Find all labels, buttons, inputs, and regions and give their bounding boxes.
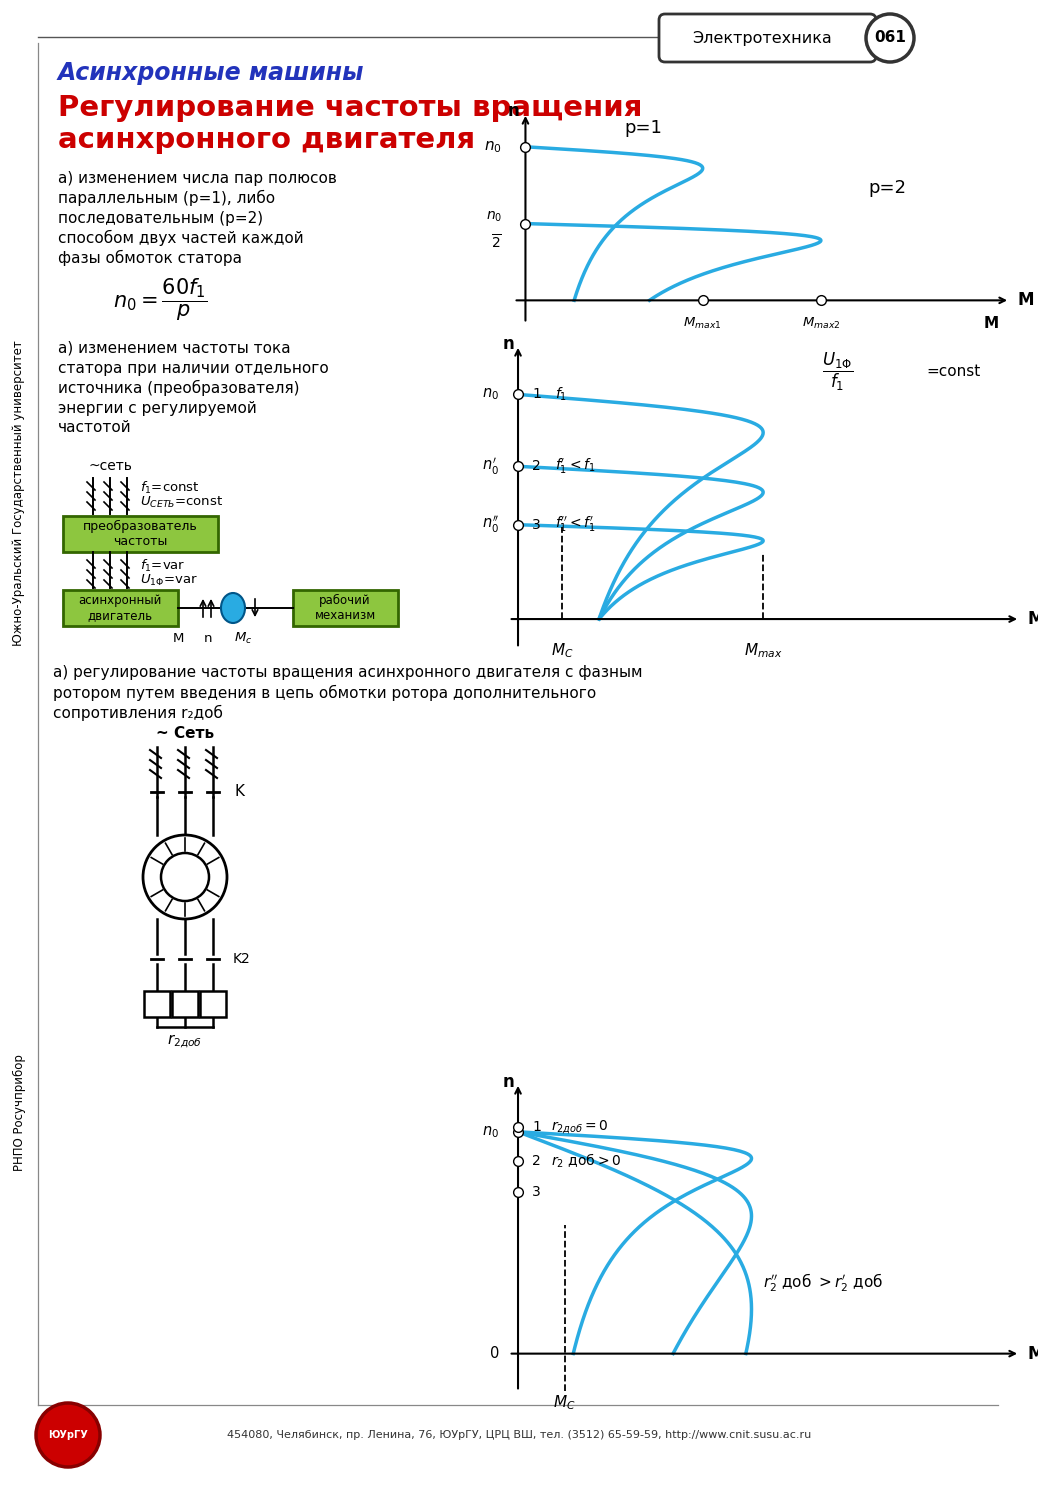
- Text: а) регулирование частоты вращения асинхронного двигателя с фазным: а) регулирование частоты вращения асинхр…: [53, 666, 643, 681]
- Text: фазы обмоток статора: фазы обмоток статора: [58, 249, 242, 266]
- Text: $n_0''$: $n_0''$: [482, 514, 499, 536]
- Text: Асинхронные машины: Асинхронные машины: [58, 61, 364, 85]
- Text: $f_1'<f_1$: $f_1'<f_1$: [555, 457, 596, 476]
- Text: $M_{max1}$: $M_{max1}$: [683, 315, 722, 331]
- FancyBboxPatch shape: [63, 517, 218, 552]
- Bar: [172, 991, 198, 1017]
- Text: p=2: p=2: [868, 179, 906, 197]
- Text: РНПО Росучприбор: РНПО Росучприбор: [12, 1054, 26, 1172]
- Text: сопротивления r₂доб: сопротивления r₂доб: [53, 705, 223, 721]
- Text: $r_2$ доб$>0$: $r_2$ доб$>0$: [551, 1151, 621, 1171]
- Text: $n_0$: $n_0$: [486, 209, 501, 224]
- Text: M: M: [1027, 1345, 1038, 1363]
- Text: статора при наличии отдельного: статора при наличии отдельного: [58, 360, 329, 376]
- Text: $n_0$: $n_0$: [483, 1124, 499, 1139]
- Text: $M_C$: $M_C$: [553, 1393, 576, 1412]
- Text: 1: 1: [532, 1120, 541, 1135]
- Text: $M_{max2}$: $M_{max2}$: [801, 315, 840, 331]
- Circle shape: [36, 1403, 100, 1468]
- Text: ~сеть: ~сеть: [88, 458, 132, 473]
- Text: $f_1''<f_1'$: $f_1''<f_1'$: [555, 515, 596, 534]
- Text: 1: 1: [532, 387, 541, 402]
- Text: $n_0$: $n_0$: [484, 139, 501, 155]
- Text: а) изменением частоты тока: а) изменением частоты тока: [58, 340, 291, 355]
- Text: $r_2''$ доб $>r_2'$ доб: $r_2''$ доб $>r_2'$ доб: [763, 1272, 883, 1294]
- Text: $M_C$: $M_C$: [551, 642, 574, 660]
- Text: ЮУрГУ: ЮУрГУ: [48, 1430, 88, 1441]
- Text: ~ Сеть: ~ Сеть: [156, 726, 214, 741]
- Ellipse shape: [221, 593, 245, 623]
- FancyBboxPatch shape: [659, 13, 876, 63]
- Text: энергии с регулируемой: энергии с регулируемой: [58, 400, 256, 415]
- Text: $\overline{2}$: $\overline{2}$: [491, 233, 501, 251]
- Text: $\dfrac{U_{1\Phi}}{f_1}$: $\dfrac{U_{1\Phi}}{f_1}$: [821, 351, 853, 393]
- Text: M: M: [1017, 291, 1034, 309]
- Text: 061: 061: [874, 30, 906, 45]
- Text: M: M: [984, 315, 999, 331]
- Text: K2: K2: [233, 953, 251, 966]
- Text: источника (преобразователя): источника (преобразователя): [58, 379, 300, 396]
- Text: n: n: [203, 632, 212, 645]
- Text: Электротехника: Электротехника: [692, 30, 831, 45]
- Text: K: K: [235, 784, 245, 799]
- Text: рабочий
механизм: рабочий механизм: [315, 594, 376, 623]
- Text: $n_0$: $n_0$: [483, 387, 499, 402]
- Text: 0: 0: [490, 1347, 499, 1362]
- FancyBboxPatch shape: [63, 590, 177, 626]
- Text: $r_{2доб}$: $r_{2доб}$: [167, 1032, 202, 1050]
- Text: 3: 3: [532, 518, 541, 532]
- Text: способом двух частей каждой: способом двух частей каждой: [58, 230, 304, 246]
- Text: $n_0'$: $n_0'$: [483, 455, 499, 476]
- Text: последовательным (р=2): последовательным (р=2): [58, 211, 263, 225]
- Text: частотой: частотой: [58, 421, 132, 436]
- Text: Регулирование частоты вращения: Регулирование частоты вращения: [58, 94, 643, 122]
- Text: 2: 2: [532, 1154, 541, 1168]
- Text: $n_0 = \dfrac{60f_1}{p}$: $n_0 = \dfrac{60f_1}{p}$: [113, 276, 208, 322]
- Bar: [200, 991, 226, 1017]
- Text: $r_{2доб}=0$: $r_{2доб}=0$: [551, 1118, 608, 1136]
- Text: $U_{1\Phi}$=var: $U_{1\Phi}$=var: [140, 572, 198, 588]
- Text: асинхронного двигателя: асинхронного двигателя: [58, 125, 475, 154]
- Text: n: n: [502, 336, 515, 354]
- FancyBboxPatch shape: [293, 590, 398, 626]
- Text: M: M: [172, 632, 184, 645]
- Text: n: n: [508, 102, 519, 119]
- Text: параллельным (р=1), либо: параллельным (р=1), либо: [58, 190, 275, 206]
- Text: асинхронный
двигатель: асинхронный двигатель: [78, 594, 162, 623]
- Text: $M_c$: $M_c$: [234, 630, 252, 645]
- Text: p=1: p=1: [625, 119, 662, 137]
- Text: =const: =const: [927, 364, 981, 379]
- Text: $f_1$=var: $f_1$=var: [140, 558, 186, 573]
- Text: $f_1$: $f_1$: [555, 385, 568, 403]
- Text: 2: 2: [532, 460, 541, 473]
- Text: ротором путем введения в цепь обмотки ротора дополнительного: ротором путем введения в цепь обмотки ро…: [53, 685, 596, 702]
- Circle shape: [143, 835, 227, 920]
- Text: а) изменением числа пар полюсов: а) изменением числа пар полюсов: [58, 170, 337, 185]
- Text: $U_{СЕТЬ}$=const: $U_{СЕТЬ}$=const: [140, 494, 223, 509]
- Circle shape: [161, 853, 209, 900]
- Text: 3: 3: [532, 1185, 541, 1199]
- Text: $M_{max}$: $M_{max}$: [744, 642, 783, 660]
- Text: M: M: [1027, 611, 1038, 629]
- Text: n: n: [502, 1073, 515, 1091]
- Text: преобразователь
частоты: преобразователь частоты: [83, 520, 197, 548]
- Text: Южно-Уральский Государственный университет: Южно-Уральский Государственный университ…: [12, 340, 26, 646]
- Text: $f_1$=const: $f_1$=const: [140, 479, 199, 496]
- Bar: [144, 991, 170, 1017]
- Text: 454080, Челябинск, пр. Ленина, 76, ЮУрГУ, ЦРЦ ВШ, тел. (3512) 65-59-59, http://w: 454080, Челябинск, пр. Ленина, 76, ЮУрГУ…: [227, 1430, 811, 1441]
- Circle shape: [866, 13, 914, 63]
